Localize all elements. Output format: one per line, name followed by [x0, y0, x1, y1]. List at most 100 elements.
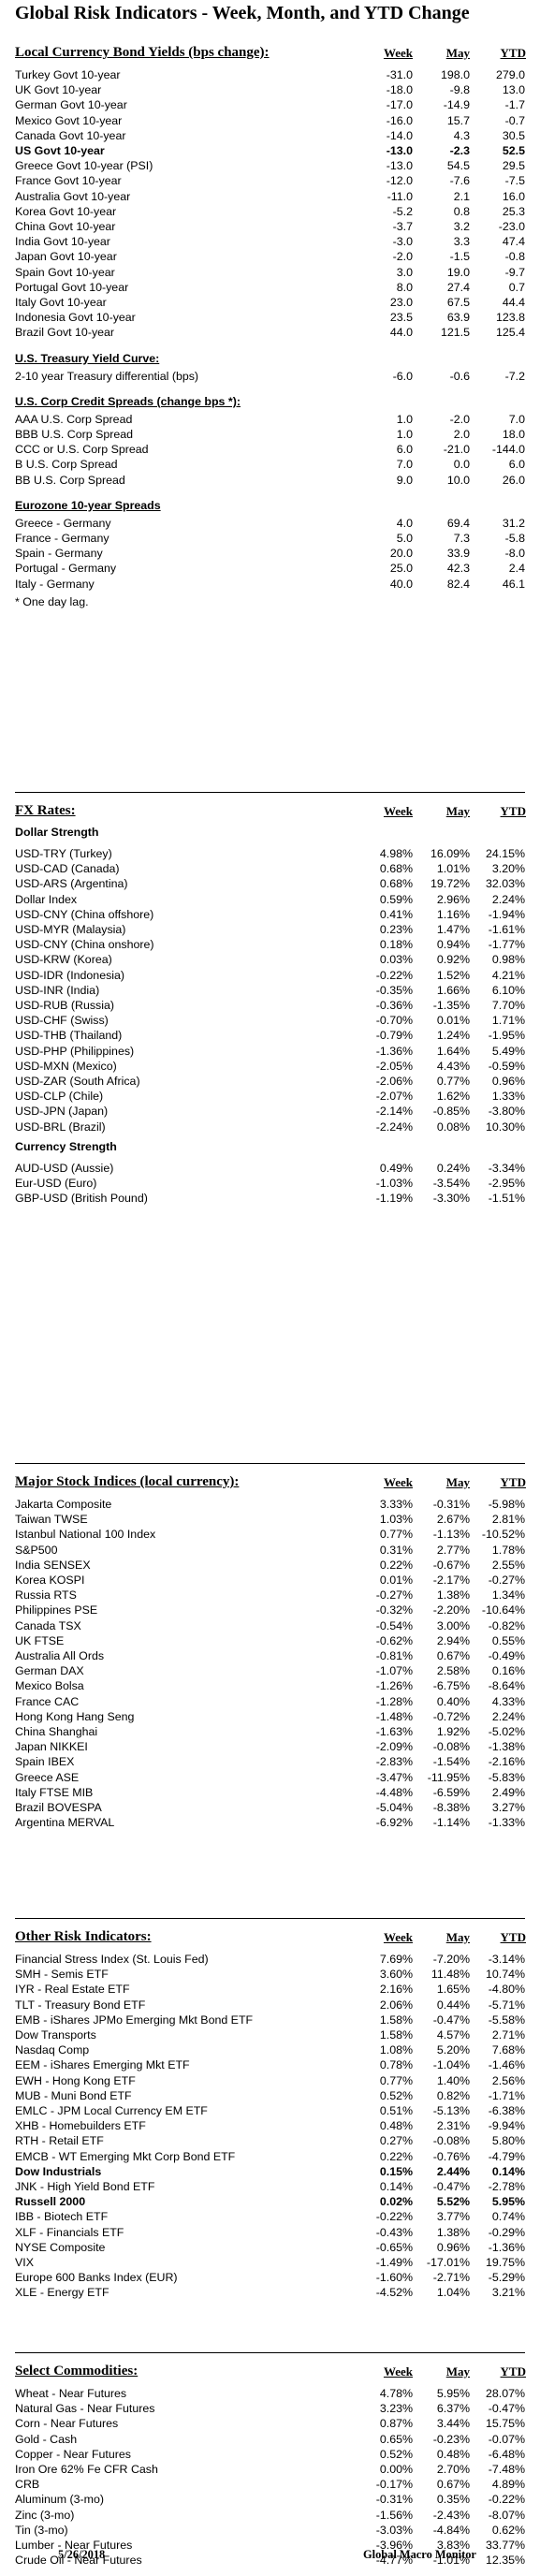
value-week: 1.0 — [396, 428, 413, 441]
row-name: Mexico Govt 10-year — [15, 113, 123, 127]
value-ytd: -1.46% — [488, 2058, 525, 2072]
table-row: JNK - High Yield Bond ETF 0.14% -0.47% -2.7… — [15, 2179, 525, 2194]
table-row: Eur-USD (Euro) -1.03% -3.54% -2.95% — [15, 1176, 525, 1191]
value-ytd: 1.78% — [491, 1543, 525, 1557]
column-header-ytd: YTD — [500, 804, 526, 818]
row-name: GBP-USD (British Pound) — [15, 1192, 148, 1206]
value-month: 0.24% — [436, 1161, 470, 1175]
page-title: Global Risk Indicators - Week, Month, an… — [15, 3, 470, 23]
value-month: 0.77% — [436, 1075, 470, 1088]
table-row: Philippines PSE -0.32% -2.20% -10.64% — [15, 1603, 525, 1617]
value-ytd: 2.71% — [491, 2028, 525, 2042]
row-name: German DAX — [15, 1664, 84, 1678]
table-row: Russia RTS -0.27% 1.38% 1.34% — [15, 1588, 525, 1603]
value-ytd: -1.36% — [488, 2240, 525, 2254]
row-name: Copper - Near Futures — [15, 2447, 131, 2461]
value-month: -7.6 — [449, 174, 470, 188]
value-week: -2.06% — [375, 1075, 413, 1088]
value-month: 63.9 — [446, 311, 470, 325]
value-month: 5.52% — [436, 2195, 470, 2209]
value-week: -1.60% — [375, 2271, 413, 2285]
value-ytd: -5.58% — [488, 2012, 525, 2027]
value-ytd: -0.8 — [504, 250, 525, 264]
row-name: SMH - Semis ETF — [15, 1968, 109, 1982]
value-week: -2.14% — [375, 1105, 413, 1119]
row-name: USD-MXN (Mexico) — [15, 1059, 117, 1073]
value-ytd: 2.24% — [491, 1709, 525, 1723]
value-ytd: -1.77% — [488, 938, 525, 952]
value-ytd: 1.71% — [491, 1014, 525, 1028]
row-name: USD-TRY (Turkey) — [15, 847, 112, 860]
table-row: Nasdaq Comp 1.08% 5.20% 7.68% — [15, 2042, 525, 2057]
value-ytd: 10.74% — [485, 1968, 525, 1982]
table-row: Japan Govt 10-year -2.0 -1.5 -0.8 — [15, 249, 525, 264]
value-ytd: -1.38% — [488, 1740, 525, 1754]
value-ytd: -0.29% — [488, 2225, 525, 2239]
table-row: Mexico Govt 10-year -16.0 15.7 -0.7 — [15, 113, 525, 128]
value-ytd: -8.64% — [488, 1679, 525, 1693]
value-week: -31.0 — [386, 68, 413, 81]
value-ytd: -5.83% — [488, 1770, 525, 1784]
value-month: -3.54% — [432, 1177, 470, 1190]
value-week: -1.26% — [375, 1679, 413, 1693]
table-row: BBB U.S. Corp Spread 1.0 2.0 18.0 — [15, 427, 525, 442]
value-month: -1.5 — [449, 250, 470, 264]
row-name: Argentina MERVAL — [15, 1816, 115, 1830]
value-ytd: -0.49% — [488, 1649, 525, 1662]
row-name: Zinc (3-mo) — [15, 2508, 75, 2522]
value-ytd: 25.3 — [502, 204, 525, 218]
value-week: -0.70% — [375, 1014, 413, 1028]
table-row: USD-JPN (Japan) -2.14% -0.85% -3.80% — [15, 1104, 525, 1119]
value-ytd: -5.29% — [488, 2271, 525, 2285]
row-name: Dow Industrials — [15, 2164, 102, 2178]
table-row: Taiwan TWSE 1.03% 2.67% 2.81% — [15, 1512, 525, 1527]
value-week: -2.0 — [392, 250, 413, 264]
table-row: MUB - Muni Bond ETF 0.52% 0.82% -1.71% — [15, 2088, 525, 2103]
row-name: Portugal Govt 10-year — [15, 280, 129, 294]
table-row: USD-TRY (Turkey) 4.98% 16.09% 24.15% — [15, 846, 525, 861]
table-row: USD-IDR (Indonesia) -0.22% 1.52% 4.21% — [15, 968, 525, 983]
value-week: -1.48% — [375, 1709, 413, 1723]
value-week: 1.0 — [396, 412, 413, 426]
table-row: USD-RUB (Russia) -0.36% -1.35% 7.70% — [15, 998, 525, 1013]
value-week: 5.0 — [396, 532, 413, 545]
table-row: Crude Oil - Near Futures -4.77% -1.01% 12.3… — [15, 2553, 525, 2568]
value-ytd: 0.14% — [491, 2164, 525, 2178]
value-month: 54.5 — [446, 159, 470, 173]
row-name: Dollar Index — [15, 892, 78, 906]
value-ytd: 1.34% — [491, 1588, 525, 1603]
value-week: -2.09% — [375, 1740, 413, 1754]
table-row: USD-MYR (Malaysia) 0.23% 1.47% -1.61% — [15, 922, 525, 937]
column-header-ytd: YTD — [500, 2364, 526, 2378]
table-row: RTH - Retail ETF 0.27% -0.08% 5.80% — [15, 2133, 525, 2148]
value-week: 4.0 — [396, 516, 413, 530]
value-month: 2.77% — [436, 1543, 470, 1557]
value-ytd: 1.33% — [491, 1090, 525, 1104]
value-week: -0.32% — [375, 1603, 413, 1617]
table-row: Portugal - Germany 25.0 42.3 2.4 — [15, 561, 525, 576]
value-ytd: 2.4 — [508, 562, 525, 576]
table-row: China Govt 10-year -3.7 3.2 -23.0 — [15, 219, 525, 234]
value-week: -2.24% — [375, 1120, 413, 1134]
value-month: 2.31% — [436, 2119, 470, 2133]
value-month: 0.94% — [436, 938, 470, 952]
row-name: Greece - Germany — [15, 516, 111, 530]
table-row: Aluminum (3-mo) -0.31% 0.35% -0.22% — [15, 2492, 525, 2507]
value-month: -11.95% — [427, 1770, 470, 1784]
value-ytd: 0.7 — [508, 280, 525, 294]
value-week: -0.65% — [375, 2240, 413, 2254]
value-month: 0.67% — [436, 2478, 470, 2492]
value-ytd: 31.2 — [502, 516, 525, 530]
value-ytd: -0.27% — [488, 1573, 525, 1587]
section-title-fx: FX Rates: — [15, 803, 76, 818]
column-header-ytd: YTD — [500, 46, 526, 60]
value-ytd: -6.48% — [488, 2447, 525, 2461]
group-title: U.S. Treasury Yield Curve: — [15, 351, 160, 365]
row-name: France CAC — [15, 1694, 80, 1708]
row-name: Spain IBEX — [15, 1755, 75, 1769]
value-month: 1.62% — [436, 1090, 470, 1104]
value-month: -5.13% — [432, 2104, 470, 2117]
value-week: 0.65% — [379, 2432, 413, 2446]
table-row: AUD-USD (Aussie) 0.49% 0.24% -3.34% — [15, 1161, 525, 1176]
row-name: Spain Govt 10-year — [15, 265, 115, 279]
